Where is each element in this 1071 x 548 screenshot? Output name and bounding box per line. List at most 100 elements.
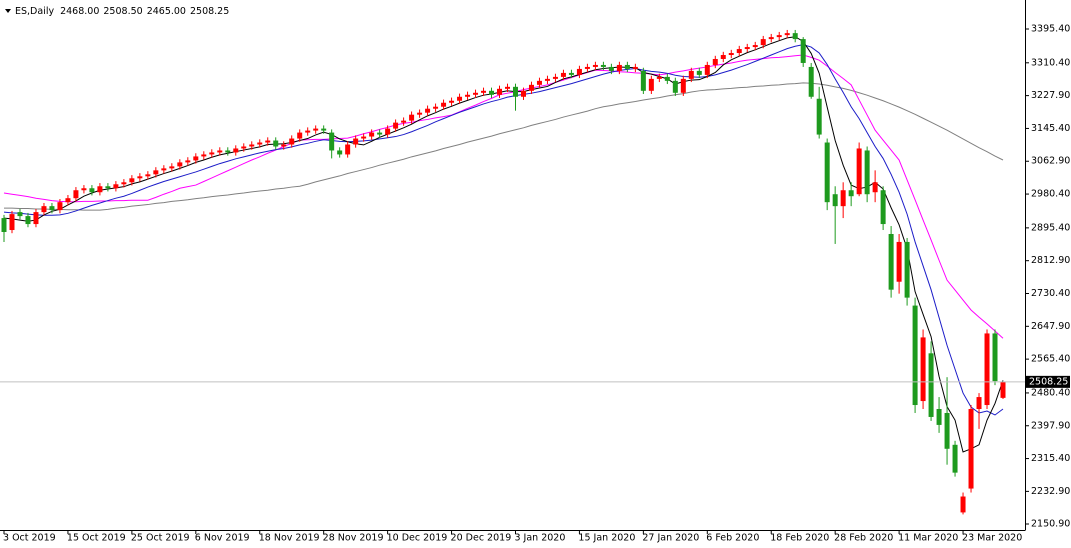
header-value: 2465.00	[147, 6, 186, 17]
candle-body	[920, 337, 926, 402]
candle-body	[185, 160, 191, 163]
y-tick-label: 2150.90	[1031, 518, 1070, 529]
candle-body	[41, 206, 47, 213]
candle-body	[313, 128, 319, 131]
x-tick-label: 3 Jan 2020	[514, 533, 565, 544]
candle-body	[688, 70, 694, 79]
x-tick-label: 10 Dec 2019	[387, 533, 448, 544]
candle-body	[497, 88, 503, 95]
candle-body	[600, 64, 606, 67]
y-tick-label: 2397.90	[1031, 420, 1070, 431]
candle-body	[672, 80, 678, 93]
candle-body	[896, 241, 902, 282]
ma-line	[3, 44, 1004, 416]
candle-body	[872, 182, 878, 193]
candle-body	[57, 202, 63, 211]
candle-body	[233, 148, 239, 153]
candle-body	[888, 233, 894, 290]
candle-body	[744, 47, 750, 50]
x-tick-label: 3 Oct 2019	[3, 533, 56, 544]
candle-body	[992, 333, 998, 382]
candle-body	[680, 78, 686, 93]
candle-body	[25, 216, 31, 225]
candle-body	[928, 353, 934, 417]
candle-body	[592, 64, 598, 67]
candle-body	[89, 188, 95, 193]
candle-body	[481, 90, 487, 93]
header-value: 2468.00	[60, 6, 99, 17]
y-tick-label: 3227.90	[1031, 90, 1070, 101]
candle-body	[840, 190, 846, 207]
candle-body	[153, 170, 159, 175]
candle-body	[33, 212, 39, 225]
candle-body	[425, 108, 431, 113]
candle-body	[449, 100, 455, 103]
ma-line	[3, 36, 1004, 453]
candle-body	[105, 186, 111, 189]
candle-body	[616, 64, 622, 71]
candle-body	[568, 72, 574, 75]
candle-body	[584, 66, 590, 69]
candle-body	[369, 132, 375, 137]
candle-body	[393, 122, 399, 129]
candle-body	[97, 186, 103, 193]
candle-body	[81, 188, 87, 191]
dropdown-icon	[5, 9, 11, 13]
candle-body	[800, 39, 806, 63]
candle-body	[353, 138, 359, 145]
candle-body	[704, 64, 710, 75]
candle-body	[528, 84, 534, 91]
candle-body	[640, 70, 646, 91]
candle-body	[225, 150, 231, 153]
candle-body	[944, 412, 950, 449]
candle-body	[209, 152, 215, 155]
candle-body	[656, 76, 662, 79]
candle-body	[409, 114, 415, 121]
candle-body	[9, 214, 15, 231]
candle-body	[217, 150, 223, 153]
candle-body	[712, 58, 718, 65]
candle-body	[321, 128, 327, 131]
candle-body	[361, 136, 367, 139]
candle-body	[137, 176, 143, 179]
candle-body	[257, 142, 263, 145]
candle-body	[473, 92, 479, 95]
x-tick-label: 18 Nov 2019	[259, 533, 320, 544]
candle-body	[73, 190, 79, 199]
x-tick-label: 28 Feb 2020	[834, 533, 893, 544]
x-tick-label: 27 Jan 2020	[642, 533, 699, 544]
candle-body	[249, 144, 255, 147]
y-tick-label: 2315.40	[1031, 453, 1070, 464]
candle-body	[385, 128, 391, 135]
candle-body	[265, 140, 271, 143]
candle-body	[768, 37, 774, 40]
candle-body	[720, 55, 726, 59]
candle-body	[329, 132, 335, 151]
y-tick-label: 3310.40	[1031, 57, 1070, 68]
candle-body	[1000, 381, 1006, 398]
header-value: 2508.50	[103, 6, 142, 17]
x-tick-label: 23 Mar 2020	[962, 533, 1022, 544]
y-tick-label: 2565.40	[1031, 354, 1070, 365]
candle-body	[904, 241, 910, 298]
candle-body	[960, 496, 966, 513]
candle-body	[984, 333, 990, 406]
candle-body	[696, 70, 702, 75]
candle-body	[608, 66, 614, 71]
candle-body	[129, 178, 135, 183]
candle-body	[504, 86, 510, 89]
candle-body	[177, 162, 183, 167]
candle-body	[281, 144, 287, 147]
candle-body	[273, 140, 279, 147]
candle-body	[936, 409, 942, 425]
last-price-box	[1026, 375, 1070, 388]
candle-body	[536, 80, 542, 85]
candle-body	[297, 132, 303, 139]
candle-body	[441, 102, 447, 107]
candle-body	[560, 72, 566, 77]
candle-body	[377, 132, 383, 135]
candle-body	[201, 154, 207, 157]
